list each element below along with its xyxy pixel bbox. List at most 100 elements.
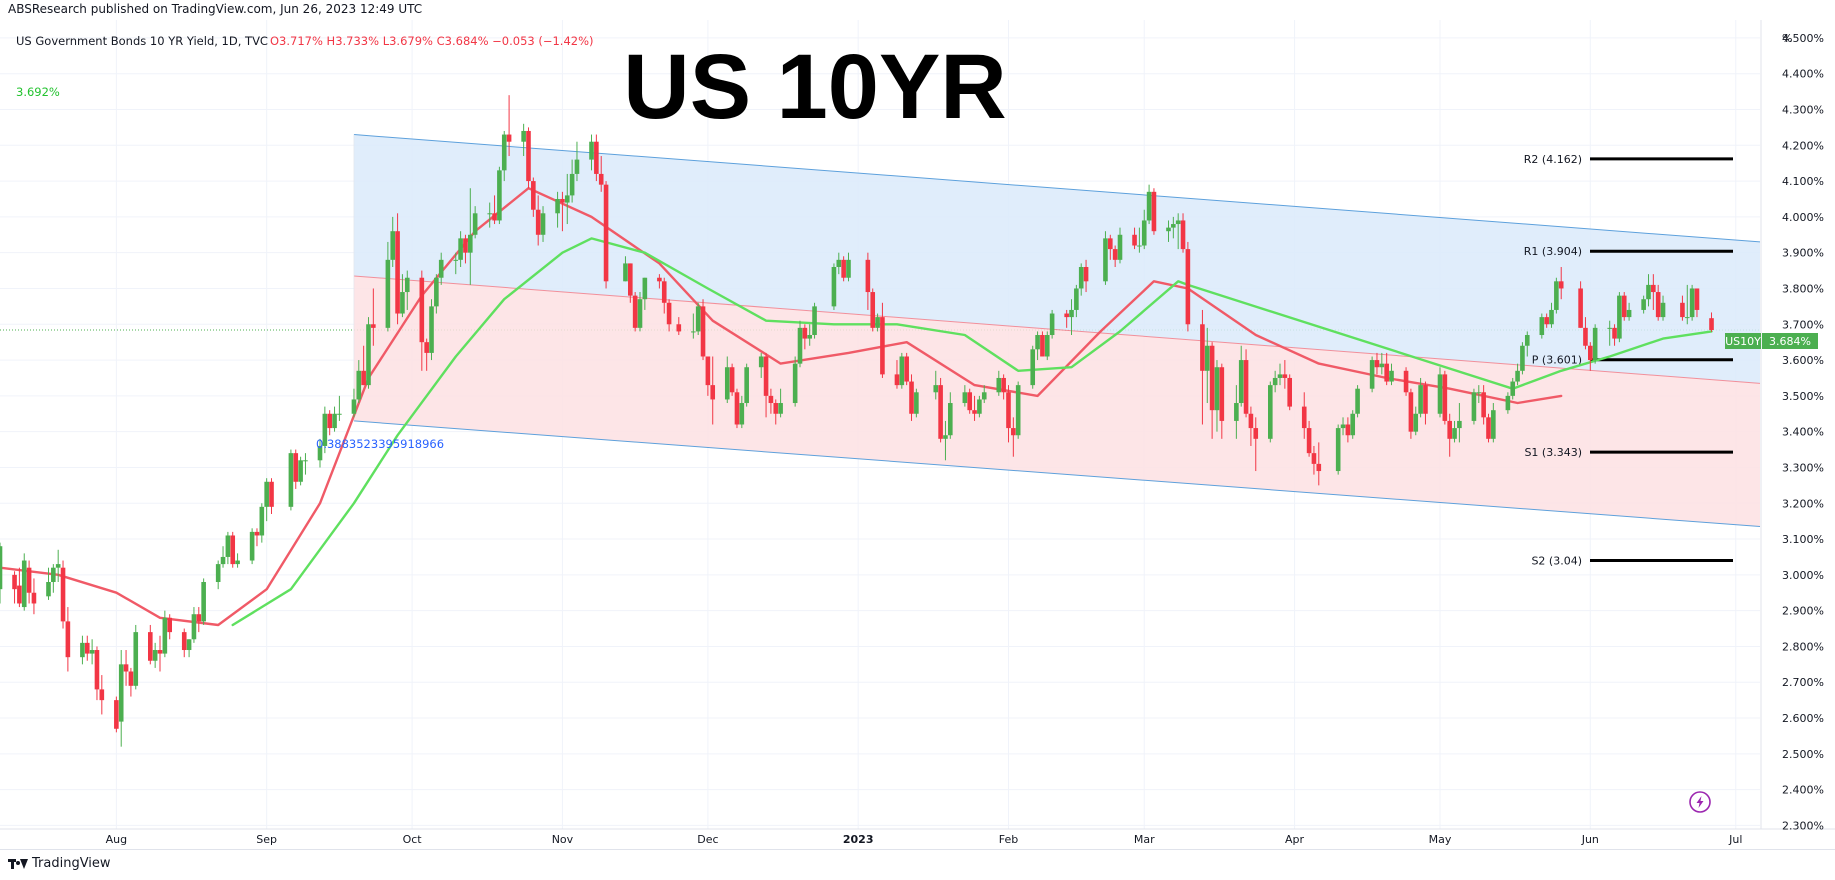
candle — [846, 252, 851, 282]
candle-body — [215, 564, 221, 583]
price-tick-label: 3.100% — [1782, 533, 1824, 546]
lightning-icon[interactable] — [1689, 791, 1711, 813]
price-chart[interactable]: R2 (4.162) R1 (3.904) P (3.601) S1 (3.343) S… — [0, 0, 1835, 849]
candle-body — [909, 381, 914, 414]
candle — [569, 159, 575, 203]
candle-body — [434, 277, 439, 307]
price-axis[interactable]: 4.500% 4.400% 4.300% 4.200% 4.100% 4.000% 3.90… — [1782, 32, 1824, 833]
candle-body — [1369, 360, 1375, 389]
candle — [1238, 345, 1244, 407]
candle-body — [1277, 374, 1283, 378]
candle-body — [1083, 266, 1089, 282]
candle-body — [26, 567, 32, 593]
candle — [1316, 442, 1322, 486]
candle-body — [438, 259, 444, 278]
candle — [0, 542, 3, 604]
candle-body — [792, 363, 798, 404]
candle-body — [1524, 335, 1530, 346]
candle-body — [201, 582, 206, 622]
candle — [288, 449, 294, 511]
candle-body — [419, 277, 425, 343]
candle — [598, 156, 604, 192]
candle-body — [1476, 392, 1482, 394]
candle-body — [1660, 302, 1666, 318]
candle-body — [1384, 363, 1389, 382]
candle — [1137, 227, 1142, 253]
candle-body — [1418, 385, 1423, 414]
moving-averages — [0, 186, 1713, 627]
candle — [1481, 385, 1486, 425]
moving-average-slow — [231, 237, 1713, 627]
candle-body — [269, 481, 274, 507]
candle-body — [1345, 424, 1351, 436]
candle-body — [162, 617, 168, 654]
candle — [773, 399, 779, 425]
time-axis[interactable]: Aug Sep Oct Nov Dec 2023 Feb Mar Apr May Jun Jul — [106, 833, 1743, 846]
candle-body — [1621, 295, 1627, 318]
candle — [1505, 392, 1511, 414]
candle — [458, 231, 463, 267]
candle — [710, 356, 716, 425]
candle-body — [133, 632, 139, 686]
candle-body — [1437, 374, 1443, 414]
candle — [1200, 309, 1205, 425]
candle-body — [453, 259, 459, 261]
time-tick-label: Nov — [552, 833, 574, 846]
candle-body — [404, 277, 410, 293]
candle-body — [1447, 420, 1452, 439]
candle — [94, 646, 100, 701]
candle-body — [555, 198, 560, 214]
candle — [1510, 377, 1516, 400]
time-tick-label: Sep — [256, 833, 277, 846]
candle-body — [666, 302, 672, 325]
candle — [1539, 313, 1545, 339]
candle — [225, 531, 231, 565]
candle — [1015, 381, 1021, 439]
candle-body — [763, 356, 769, 396]
candle — [1476, 385, 1482, 404]
candle-body — [1069, 309, 1074, 318]
candle-body — [1617, 295, 1622, 339]
candle — [1694, 288, 1700, 318]
candle-body — [303, 460, 308, 462]
candle-body — [967, 392, 972, 411]
candle-body — [230, 535, 236, 565]
candle-body — [933, 385, 939, 393]
candle-body — [1340, 424, 1346, 429]
candle — [235, 553, 240, 568]
candle-body — [1234, 403, 1239, 421]
candle-body — [298, 460, 303, 482]
candle — [463, 234, 468, 264]
candle — [327, 410, 332, 436]
candle-body — [807, 335, 812, 339]
candle — [841, 256, 846, 282]
candle — [758, 352, 764, 378]
candle — [1389, 363, 1394, 386]
price-tick-label: 4.100% — [1782, 175, 1824, 188]
tradingview-logo[interactable]: TradingView — [8, 856, 111, 871]
candle-body — [1272, 377, 1278, 386]
candle-body — [0, 546, 3, 590]
price-tick-label: 2.900% — [1782, 605, 1824, 618]
candle — [560, 191, 565, 232]
candle — [943, 420, 948, 461]
candle — [152, 642, 158, 668]
candle-body — [235, 560, 240, 565]
candle-body — [65, 621, 71, 658]
candle — [812, 302, 817, 339]
symbol-line: US Government Bonds 10 YR Yield, 1D, TVC — [16, 34, 268, 48]
time-tick-label: Mar — [1134, 833, 1155, 846]
candle-body — [1219, 367, 1225, 421]
candle-body — [1554, 281, 1559, 310]
candle — [967, 388, 972, 414]
candle — [1457, 403, 1462, 443]
candle-body — [768, 395, 774, 404]
overlay-value: 3.692% — [16, 85, 60, 99]
candle-body — [293, 453, 299, 482]
published-line: ABSResearch published on TradingView.com… — [8, 2, 423, 16]
candle-body — [1049, 313, 1055, 336]
candle — [1035, 331, 1040, 361]
candle — [1180, 213, 1186, 253]
candle — [133, 624, 139, 690]
candle — [574, 141, 580, 182]
